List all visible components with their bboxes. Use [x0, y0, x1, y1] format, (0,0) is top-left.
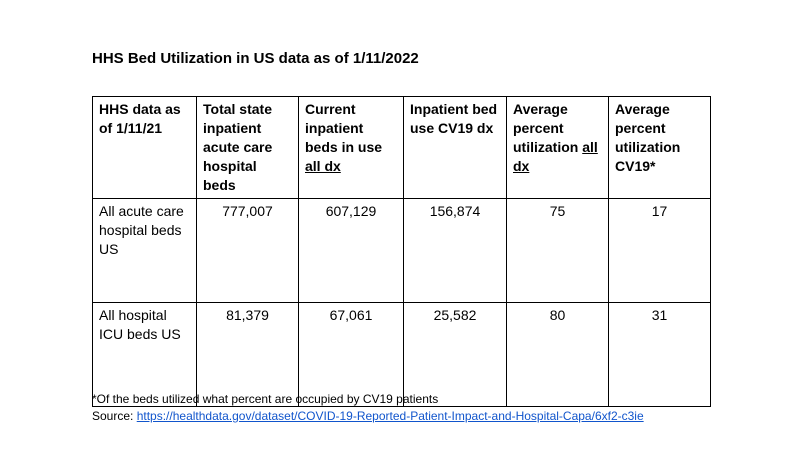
- footnote: *Of the beds utilized what percent are o…: [92, 392, 439, 406]
- cell-avg-cv19: 31: [608, 302, 711, 407]
- header-all-dx-underlined: all dx: [305, 158, 341, 174]
- source-line: Source: https://healthdata.gov/dataset/C…: [92, 408, 644, 424]
- row-label: All acute care hospital beds US: [92, 198, 197, 303]
- cell-avg-all: 80: [506, 302, 609, 407]
- cell-avg-all: 75: [506, 198, 609, 303]
- row-label: All hospital ICU beds US: [92, 302, 197, 407]
- cell-cv19-use: 25,582: [403, 302, 507, 407]
- header-current-in-use: Current inpatient beds in use all dx: [298, 96, 404, 199]
- table-row: All acute care hospital beds US 777,007 …: [92, 198, 711, 303]
- cell-total-beds: 81,379: [196, 302, 299, 407]
- cell-total-beds: 777,007: [196, 198, 299, 303]
- header-hhs-data: HHS data as of 1/11/21: [92, 96, 197, 199]
- header-avg-all: Average percent utilization all dx: [506, 96, 609, 199]
- table-header-row: HHS data as of 1/11/21 Total state inpat…: [92, 96, 711, 199]
- header-all-dx-underlined: all dx: [513, 139, 598, 174]
- cell-cv19-use: 156,874: [403, 198, 507, 303]
- header-avg-cv19: Average percent utilization CV19*: [608, 96, 711, 199]
- source-link[interactable]: https://healthdata.gov/dataset/COVID-19-…: [136, 409, 644, 423]
- source-label: Source:: [92, 409, 137, 423]
- header-total-beds: Total state inpatient acute care hospita…: [196, 96, 299, 199]
- cell-current-in-use: 607,129: [298, 198, 404, 303]
- cell-avg-cv19: 17: [608, 198, 711, 303]
- bed-utilization-table: HHS data as of 1/11/21 Total state inpat…: [92, 96, 711, 407]
- table-row: All hospital ICU beds US 81,379 67,061 2…: [92, 302, 711, 407]
- header-cv19-use: Inpatient bed use CV19 dx: [403, 96, 507, 199]
- document-title: HHS Bed Utilization in US data as of 1/1…: [92, 50, 419, 67]
